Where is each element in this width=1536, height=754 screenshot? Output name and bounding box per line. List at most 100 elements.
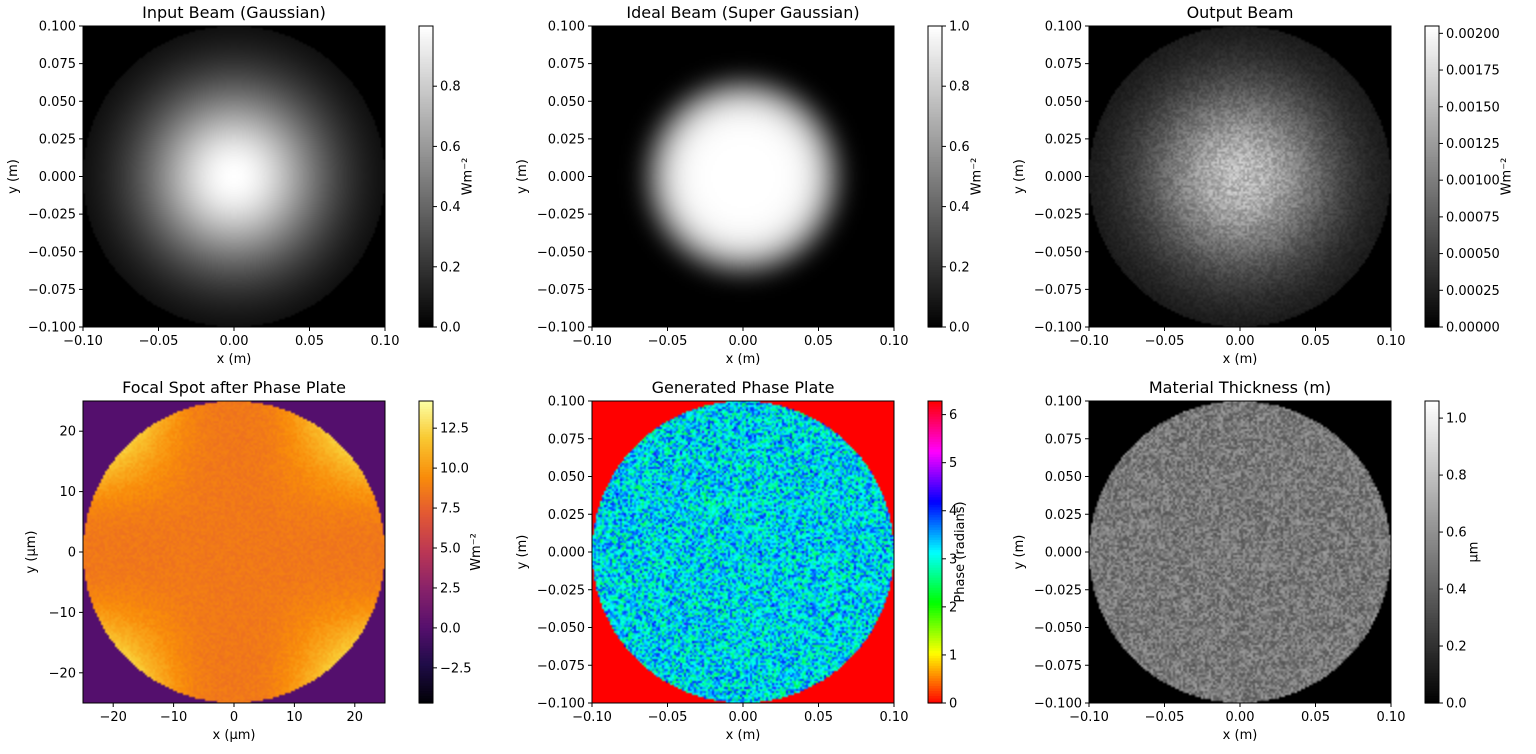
colorbar-segment: [1425, 453, 1439, 457]
x-axis-label: x (m): [217, 352, 252, 367]
colorbar-segment: [1425, 692, 1439, 697]
colorbar-segment: [928, 61, 942, 65]
colorbar-segment: [1425, 557, 1439, 561]
colorbar-segment: [928, 536, 942, 541]
colorbar-segment: [928, 153, 942, 158]
colorbar-segment: [419, 406, 433, 410]
colorbar-segment: [928, 599, 942, 603]
colorbar-segment: [419, 486, 433, 490]
colorbar-segment: [419, 201, 433, 205]
colorbar-segment: [419, 194, 433, 198]
colorbar-segment: [1425, 73, 1439, 77]
colorbar-segment: [928, 236, 942, 240]
y-tick-label: −0.050: [1034, 621, 1082, 636]
colorbar-segment: [1425, 526, 1439, 530]
colorbar-segment: [419, 511, 433, 515]
colorbar-segment: [419, 103, 433, 107]
colorbar-segment: [1425, 559, 1439, 563]
colorbar-segment: [419, 640, 433, 644]
colorbar-segment: [1425, 301, 1439, 306]
colorbar-segment: [419, 554, 433, 558]
colorbar-segment: [419, 652, 433, 656]
colorbar-tick-label: 0.8: [1446, 469, 1467, 484]
colorbar-segment: [419, 184, 433, 188]
colorbar-segment: [928, 36, 942, 40]
x-axis-label: x (m): [726, 352, 761, 367]
colorbar-segment: [419, 93, 433, 97]
colorbar-segment: [928, 650, 942, 654]
colorbar-segment: [419, 86, 433, 90]
colorbar-segment: [419, 88, 433, 92]
colorbar-segment: [1425, 624, 1439, 629]
colorbar-segment: [1425, 506, 1439, 510]
colorbar-segment: [928, 309, 942, 313]
colorbar-tick-label: 0.00200: [1446, 27, 1500, 42]
colorbar-segment: [1425, 451, 1439, 455]
colorbar-segment: [1425, 489, 1439, 493]
colorbar-segment: [419, 153, 433, 158]
colorbar-segment: [419, 682, 433, 686]
colorbar-segment: [419, 604, 433, 608]
colorbar-segment: [928, 306, 942, 311]
colorbar-segment: [928, 211, 942, 215]
colorbar-tick-label: 0.00050: [1446, 247, 1500, 262]
colorbar-segment: [419, 56, 433, 60]
y-tick-label: 0.050: [1045, 470, 1082, 485]
colorbar-segment: [1425, 314, 1439, 318]
colorbar-segment: [1425, 567, 1439, 571]
colorbar-segment: [928, 604, 942, 608]
colorbar-segment: [419, 453, 433, 457]
colorbar-segment: [928, 562, 942, 566]
colorbar-tick-label: 0.0: [1446, 697, 1467, 712]
colorbar-segment: [1425, 609, 1439, 613]
colorbar-segment: [419, 476, 433, 480]
colorbar-segment: [419, 211, 433, 215]
colorbar-segment: [419, 76, 433, 80]
colorbar-segment: [1425, 655, 1439, 659]
y-tick-label: 0.025: [548, 508, 585, 523]
colorbar-segment: [928, 692, 942, 697]
colorbar-segment: [928, 521, 942, 525]
colorbar-segment: [419, 569, 433, 573]
colorbar-segment: [419, 111, 433, 115]
y-tick-label: −0.050: [537, 621, 585, 636]
colorbar-segment: [928, 259, 942, 263]
y-tick-label: −0.100: [537, 697, 585, 712]
y-tick-label: 0.050: [39, 95, 76, 110]
colorbar-segment: [419, 73, 433, 77]
colorbar-segment: [928, 630, 942, 634]
colorbar-segment: [419, 146, 433, 150]
colorbar-segment: [1425, 416, 1439, 420]
colorbar-segment: [1425, 562, 1439, 566]
colorbar-segment: [928, 700, 942, 704]
colorbar-segment: [419, 249, 433, 253]
colorbar-tick-label: 10.0: [440, 462, 469, 477]
colorbar-segment: [928, 181, 942, 185]
colorbar-segment: [928, 494, 942, 498]
colorbar-segment: [419, 436, 433, 440]
colorbar-segment: [419, 61, 433, 65]
colorbar-segment: [928, 473, 942, 478]
colorbar-segment: [928, 541, 942, 546]
colorbar-segment: [928, 43, 942, 47]
colorbar-segment: [419, 299, 433, 303]
colorbar-segment: [1425, 552, 1439, 556]
colorbar-segment: [928, 519, 942, 523]
colorbar-segment: [419, 662, 433, 666]
colorbar-segment: [928, 607, 942, 611]
colorbar-segment: [928, 166, 942, 170]
chart-panel-4: Focal Spot after Phase Plate −20 −10 0 10 20 x…: [24, 378, 484, 743]
colorbar-segment: [928, 231, 942, 235]
colorbar-segment: [1425, 461, 1439, 465]
y-tick-label: 0: [68, 546, 76, 561]
colorbar-segment: [1425, 204, 1439, 208]
y-tick-label: 0.025: [39, 132, 76, 147]
colorbar-segment: [419, 63, 433, 67]
colorbar-segment: [928, 108, 942, 112]
x-tick-label: −0.10: [572, 710, 612, 725]
colorbar-segment: [419, 118, 433, 122]
colorbar-segment: [419, 36, 433, 40]
colorbar-segment: [1425, 446, 1439, 450]
colorbar: 0.00000 0.00025 0.00050 0.00075 0.00100 0.001…: [1424, 25, 1514, 336]
colorbar-segment: [928, 554, 942, 558]
